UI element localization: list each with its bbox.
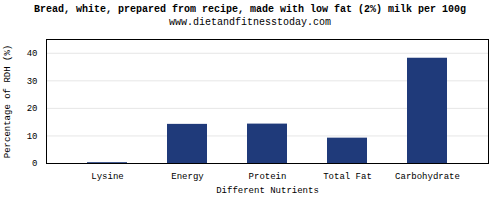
svg-text:20: 20: [27, 104, 38, 114]
svg-text:Lysine: Lysine: [91, 172, 123, 182]
svg-text:Protein: Protein: [249, 172, 287, 182]
svg-text:Carbohydrate: Carbohydrate: [395, 172, 460, 182]
svg-text:0: 0: [32, 159, 37, 169]
svg-text:Percentage of RDH (%): Percentage of RDH (%): [3, 45, 13, 158]
svg-text:Different Nutrients: Different Nutrients: [216, 186, 319, 196]
html-text:www.dietandfitnesstoday.com: www.dietandfitnesstoday.com: [169, 17, 331, 28]
svg-text:30: 30: [27, 77, 38, 87]
svg-text:40: 40: [27, 49, 38, 59]
svg-text:Energy: Energy: [171, 172, 204, 182]
html-text:Bread, white, prepared from re: Bread, white, prepared from recipe, made…: [34, 4, 466, 15]
svg-text:10: 10: [27, 132, 38, 142]
svg-text:Total Fat: Total Fat: [323, 172, 372, 182]
